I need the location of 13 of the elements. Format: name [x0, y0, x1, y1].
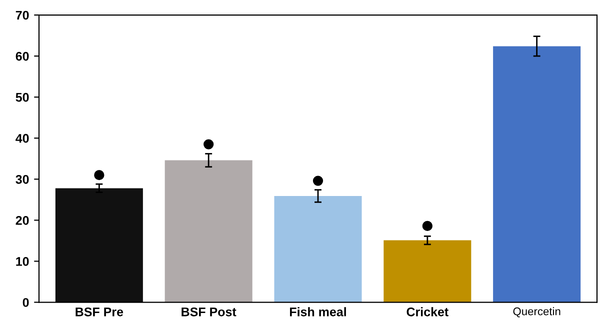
- x-tick-label: BSF Pre: [76, 307, 124, 316]
- x-tick-label: Quercetin: [513, 307, 560, 318]
- y-tick-label: 20: [16, 216, 29, 225]
- y-tick-label: 10: [16, 257, 29, 266]
- y-tick-label: 70: [16, 10, 29, 20]
- y-tick-label: 30: [16, 174, 29, 184]
- y-tick-label: 40: [16, 134, 29, 143]
- y-tick-label: 50: [16, 92, 29, 102]
- x-tick-label: BSF Post: [182, 307, 236, 316]
- y-tick-label: 60: [16, 52, 29, 61]
- y-tick-label: 0: [22, 298, 29, 307]
- x-tick-label: Cricket: [406, 307, 448, 316]
- x-tick-label: Fish meal: [290, 307, 346, 316]
